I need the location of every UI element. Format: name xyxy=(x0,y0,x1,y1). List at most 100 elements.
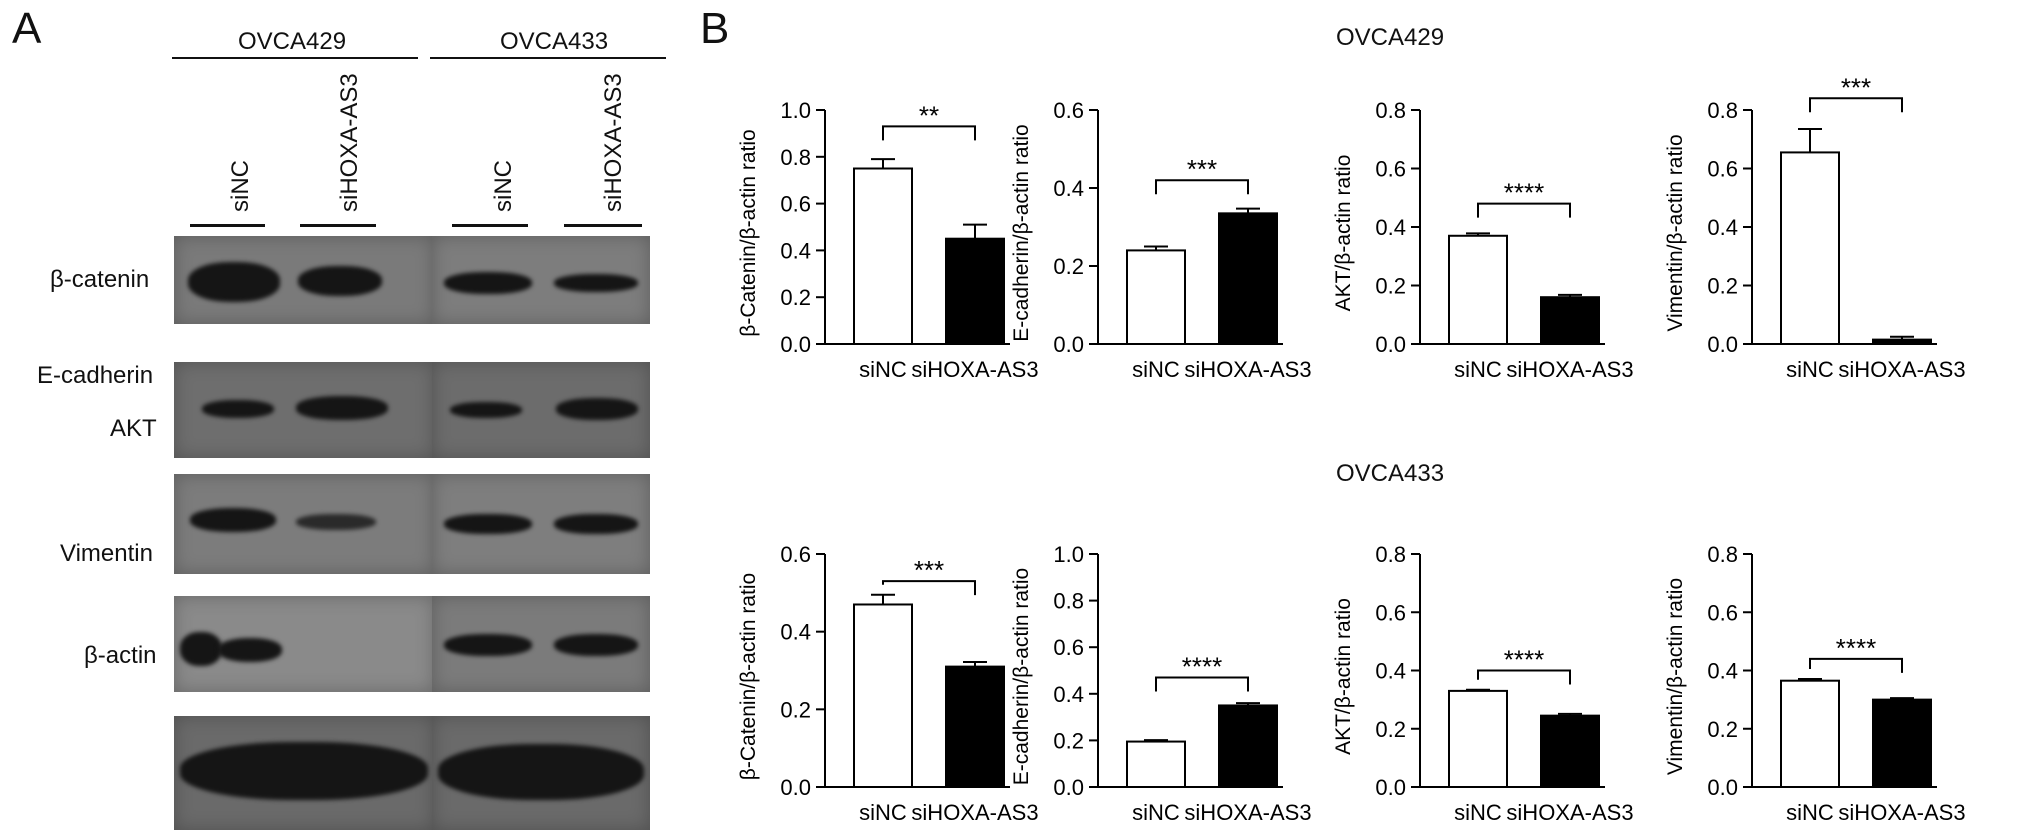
x-tick-label: siNC xyxy=(1132,800,1180,825)
bar-sinc xyxy=(1780,151,1840,345)
band xyxy=(180,742,428,800)
bar-sinc xyxy=(1126,249,1186,345)
bar-sihoxa-as3 xyxy=(1540,296,1600,346)
x-tick-label: siNC xyxy=(1454,800,1502,825)
significance-bracket xyxy=(882,125,976,141)
y-tick-label: 0.4 xyxy=(1053,176,1084,201)
significance-bracket xyxy=(1155,179,1249,195)
y-tick-label: 0.4 xyxy=(1375,215,1406,240)
band xyxy=(438,744,644,800)
y-tick-label: 0.0 xyxy=(780,332,811,357)
y-axis-title: Vimentin/β-actin ratio xyxy=(1664,134,1687,331)
lane-rule-2 xyxy=(300,224,376,227)
x-tick-label: siHOXA-AS3 xyxy=(1184,357,1311,382)
y-axis-title: Vimentin/β-actin ratio xyxy=(1664,578,1687,775)
protein-label-beta-actin: β-actin xyxy=(84,642,157,669)
protein-label-vimentin: Vimentin xyxy=(60,540,153,567)
band xyxy=(554,514,638,534)
blot-beta-actin-ovca429 xyxy=(174,716,434,830)
y-tick-label: 0.0 xyxy=(780,775,811,800)
blot-group-label-ovca429: OVCA429 xyxy=(238,28,347,55)
bar-sihoxa-as3 xyxy=(1872,698,1932,788)
y-tick-label: 0.8 xyxy=(1707,98,1738,123)
y-tick-label: 0.4 xyxy=(1707,215,1738,240)
y-tick-label: 0.6 xyxy=(1707,600,1738,625)
band xyxy=(298,266,382,296)
y-tick-label: 0.4 xyxy=(1375,659,1406,684)
y-tick-label: 0.8 xyxy=(1053,589,1084,614)
band xyxy=(554,634,638,656)
y-axis-title: β-Catenin/β-actin ratio xyxy=(737,129,760,336)
y-tick-label: 0.0 xyxy=(1707,775,1738,800)
significance-bracket xyxy=(1477,669,1571,685)
chart-1-4: 0.0 0.2 0.4 0.6 0.8 Vimentin/β-actin ratio siN… xyxy=(1664,72,1966,382)
y-tick-label: 0.6 xyxy=(780,542,811,567)
y-tick-label: 0.4 xyxy=(1707,659,1738,684)
blot-vimentin-ovca429 xyxy=(174,596,434,692)
x-tick-label: siNC xyxy=(1786,800,1834,825)
significance-bracket xyxy=(882,580,976,596)
y-tick-label: 0.6 xyxy=(1375,157,1406,182)
blot-beta-actin-ovca433 xyxy=(432,716,650,830)
bar-sihoxa-as3 xyxy=(1540,714,1600,788)
bar-sinc xyxy=(1780,679,1840,788)
band xyxy=(444,634,532,656)
protein-label-beta-catenin: β-catenin xyxy=(50,266,150,293)
y-tick-label: 0.2 xyxy=(1707,717,1738,742)
bar-sihoxa-as3 xyxy=(1218,212,1278,345)
y-axis-title: E-cadherin/β-actin ratio xyxy=(1010,124,1033,342)
y-tick-label: 0.0 xyxy=(1375,332,1406,357)
bar-sihoxa-as3 xyxy=(1218,704,1278,789)
x-tick-label: siHOXA-AS3 xyxy=(1838,800,1965,825)
y-tick-label: 0.4 xyxy=(780,238,811,263)
blot-vimentin-ovca433 xyxy=(432,596,650,692)
x-tick-label: siHOXA-AS3 xyxy=(1838,357,1965,382)
bar-sihoxa-as3 xyxy=(945,665,1005,788)
protein-label-akt: AKT xyxy=(110,415,157,442)
y-axis-title: E-cadherin/β-actin ratio xyxy=(1010,568,1033,786)
y-tick-label: 0.2 xyxy=(1053,254,1084,279)
x-tick-label: siNC xyxy=(859,357,907,382)
bar-sinc xyxy=(853,167,913,345)
x-tick-label: siNC xyxy=(1454,357,1502,382)
chart-1-3: 0.0 0.2 0.4 0.6 0.8 AKT/β-actin ratio siNC siHO… xyxy=(1332,98,1634,382)
chart-2-2: 0.0 0.2 0.4 0.6 0.8 1.0 E-cadherin/β-actin rat… xyxy=(1010,542,1312,825)
y-tick-label: 0.6 xyxy=(1375,600,1406,625)
significance-bracket xyxy=(1809,97,1903,113)
y-axis-title: AKT/β-actin ratio xyxy=(1332,598,1355,755)
y-tick-label: 0.6 xyxy=(1707,157,1738,182)
band xyxy=(444,514,532,534)
bar-sinc xyxy=(1448,234,1508,345)
y-tick-label: 0.2 xyxy=(1053,728,1084,753)
significance-marker: **** xyxy=(1504,178,1544,208)
band xyxy=(296,396,388,420)
blot-e-cadherin-ovca429 xyxy=(174,362,434,458)
y-tick-label: 1.0 xyxy=(1053,542,1084,567)
significance-bracket xyxy=(1809,657,1903,673)
panel-a-letter: A xyxy=(12,4,42,53)
panel-b-letter: B xyxy=(700,4,730,53)
significance-marker: *** xyxy=(914,555,944,585)
y-tick-label: 0.0 xyxy=(1375,775,1406,800)
y-tick-label: 0.6 xyxy=(1053,635,1084,660)
chart-2-3: 0.0 0.2 0.4 0.6 0.8 AKT/β-actin ratio siNC siHO… xyxy=(1332,542,1634,825)
y-tick-label: 0.2 xyxy=(1707,274,1738,299)
chart-2-4: 0.0 0.2 0.4 0.6 0.8 Vimentin/β-actin ratio siN… xyxy=(1664,542,1966,825)
band xyxy=(202,400,274,418)
lane-rule-4 xyxy=(564,224,642,227)
band xyxy=(444,272,532,294)
significance-marker: **** xyxy=(1504,645,1544,675)
blot-akt-ovca429 xyxy=(174,474,434,574)
bar-sinc xyxy=(853,603,913,788)
chart-1-2: 0.0 0.2 0.4 0.6 E-cadherin/β-actin ratio siNC… xyxy=(1010,98,1312,382)
significance-marker: ** xyxy=(919,100,939,130)
y-tick-label: 0.8 xyxy=(780,145,811,170)
y-tick-label: 0.2 xyxy=(780,285,811,310)
band xyxy=(218,638,282,662)
x-tick-label: siNC xyxy=(1132,357,1180,382)
bar-sinc xyxy=(1126,740,1186,789)
lane-rule-3 xyxy=(452,224,528,227)
band xyxy=(190,508,276,532)
bar-sihoxa-as3 xyxy=(1872,338,1932,345)
y-axis-title: AKT/β-actin ratio xyxy=(1332,155,1355,312)
